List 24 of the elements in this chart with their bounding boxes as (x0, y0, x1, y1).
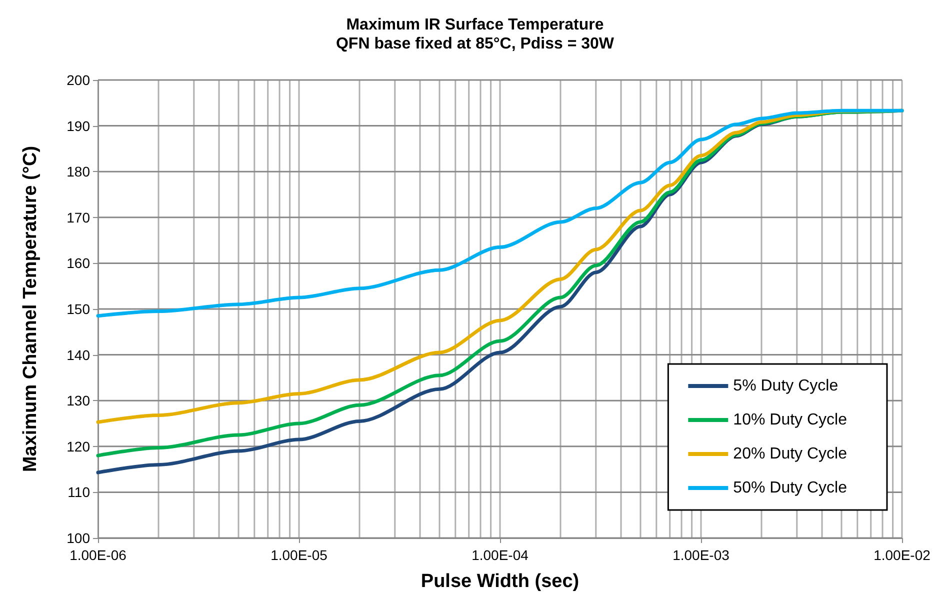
y-tick-label: 130 (66, 392, 90, 409)
x-tick-label: 1.00E-03 (672, 547, 730, 563)
y-axis-title: Maximum Channel Temperature (°C) (20, 146, 41, 472)
x-tick-label: 1.00E-06 (70, 547, 127, 563)
y-tick-label: 150 (66, 301, 90, 317)
chart-title: Maximum IR Surface Temperature (346, 16, 604, 34)
y-tick-label: 200 (66, 72, 90, 88)
legend-label: 5% Duty Cycle (733, 378, 838, 394)
legend-label: 50% Duty Cycle (733, 480, 848, 496)
x-tick-label: 1.00E-04 (472, 547, 529, 563)
y-tick-label: 120 (66, 438, 90, 454)
y-tick-label: 180 (66, 164, 90, 180)
legend-label: 10% Duty Cycle (733, 412, 848, 428)
chart-subtitle: QFN base fixed at 85°C, Pdiss = 30W (336, 36, 615, 52)
y-tick-label: 170 (66, 209, 90, 226)
x-axis-title: Pulse Width (sec) (420, 571, 580, 592)
legend-label: 20% Duty Cycle (733, 446, 848, 462)
y-tick-label: 190 (66, 118, 90, 134)
y-tick-label: 160 (66, 255, 90, 272)
x-tick-label: 1.00E-02 (874, 547, 931, 563)
y-tick-label: 110 (68, 484, 90, 500)
y-tick-label: 140 (66, 346, 90, 363)
y-tick-label: 100 (66, 530, 90, 546)
x-tick-label: 1.00E-05 (270, 547, 328, 563)
